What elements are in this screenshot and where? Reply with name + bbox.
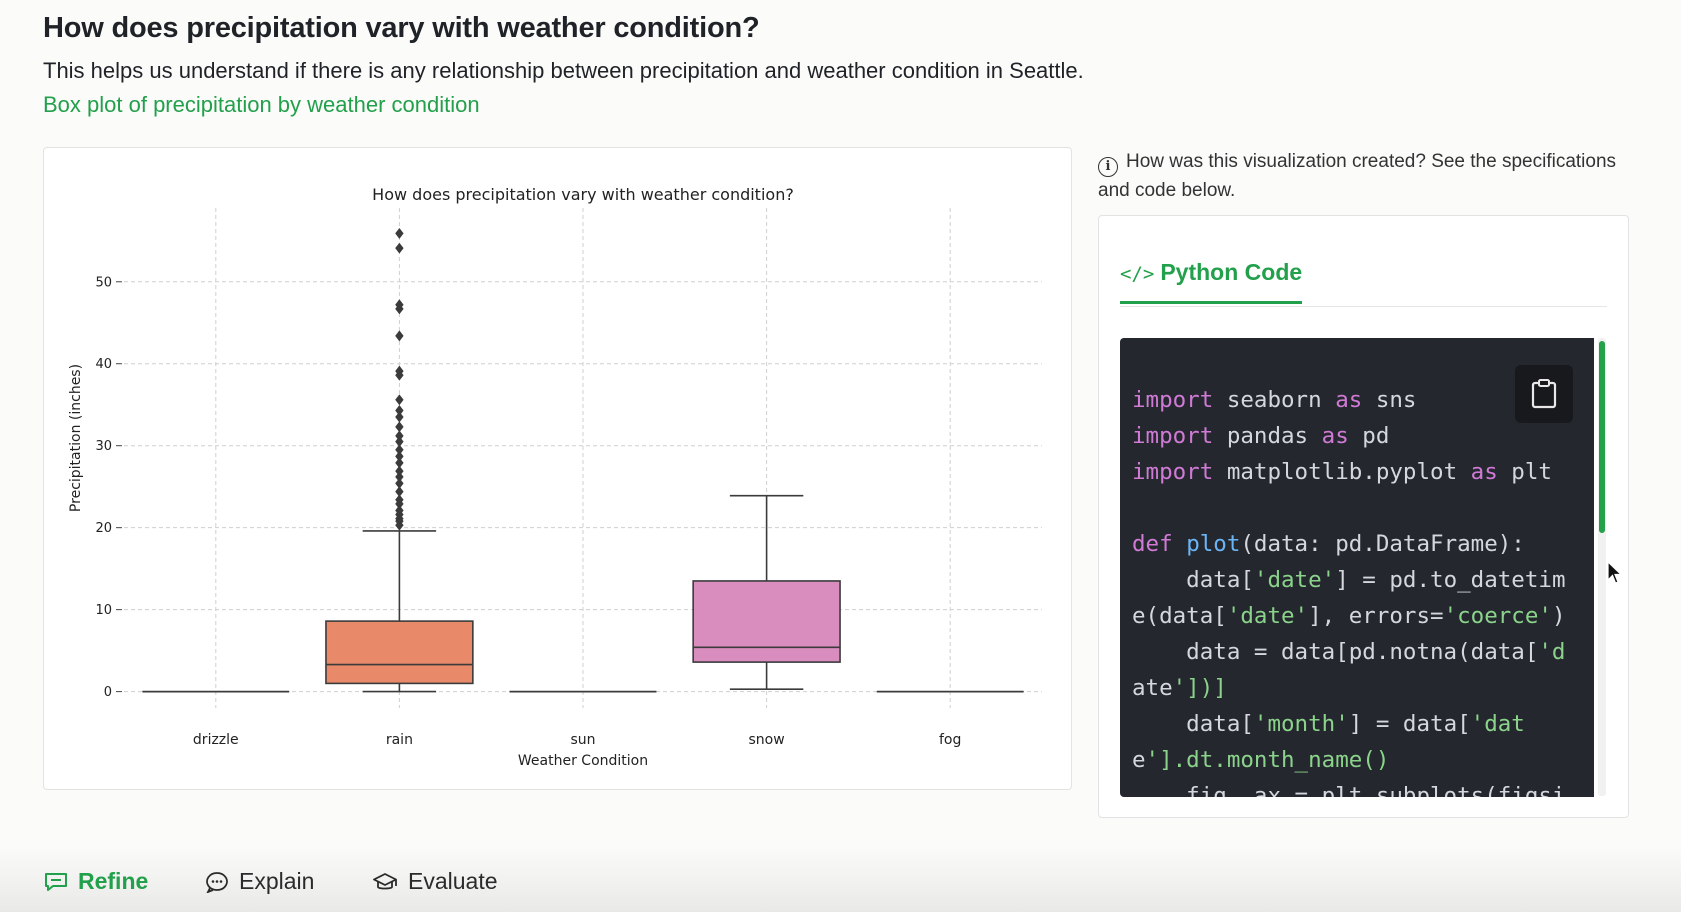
x-axis-label: Weather Condition [518, 753, 648, 769]
code-text[interactable]: import seaborn as sns import pandas as p… [1132, 387, 1566, 797]
rain-outlier-point [395, 365, 404, 377]
rain-box [325, 620, 474, 685]
rain-outlier-point [395, 242, 404, 254]
rain-outlier-point [395, 227, 404, 239]
page-title: How does precipitation vary with weather… [43, 12, 760, 44]
speech-dots-icon [205, 871, 229, 893]
box-plot: How does precipitation vary with weather… [68, 185, 1042, 769]
chat-bubble-icon [44, 871, 68, 893]
rain-outlier-point [395, 477, 404, 489]
tab-python-code[interactable]: </> Python Code [1120, 259, 1303, 304]
rain-outlier-point [395, 299, 404, 311]
action-bar [0, 846, 1681, 912]
mouse-cursor-icon [1607, 561, 1623, 584]
refine-label: Refine [78, 868, 149, 894]
rain-outlier-point [395, 457, 404, 469]
rain-outlier-point [395, 330, 404, 342]
refine-button[interactable]: Refine [44, 868, 148, 895]
rain-outlier-point [395, 411, 404, 423]
x-tick-label: sun [570, 732, 595, 748]
explain-button[interactable]: Explain [205, 868, 314, 895]
chart-panel: How does precipitation vary with weather… [43, 147, 1072, 790]
rain-outlier-point [395, 504, 404, 516]
rain-outlier-point [395, 394, 404, 406]
info-icon: i [1098, 157, 1118, 177]
graduation-cap-icon [372, 871, 398, 893]
explain-label: Explain [239, 868, 315, 894]
code-panel: </> Python Code import seaborn as sns im… [1098, 215, 1629, 818]
y-tick-label: 0 [104, 685, 112, 700]
y-tick-label: 40 [95, 357, 112, 372]
clipboard-icon [1531, 379, 1557, 409]
y-tick-label: 50 [95, 275, 112, 290]
evaluate-label: Evaluate [408, 868, 498, 894]
rain-outlier-point [395, 494, 404, 506]
rain-outlier-point [395, 465, 404, 477]
copy-button[interactable] [1515, 365, 1573, 423]
rain-outlier-point [395, 486, 404, 498]
code-icon: </> [1120, 263, 1155, 285]
x-tick-label: rain [386, 732, 413, 748]
rain-outlier-point [395, 436, 404, 448]
y-tick-label: 30 [95, 439, 112, 454]
rain-outlier-point [395, 471, 404, 483]
info-note: i How was this visualization created? See… [1098, 148, 1638, 205]
x-tick-label: fog [939, 732, 961, 748]
tab-divider [1120, 306, 1607, 307]
rain-outlier-point [395, 444, 404, 456]
y-axis-label: Precipitation (inches) [68, 364, 84, 512]
code-scrollbar-track[interactable] [1598, 338, 1606, 796]
rain-outlier-point [395, 450, 404, 462]
rain-outlier-point [395, 404, 404, 416]
x-tick-label: snow [749, 732, 785, 748]
code-scrollbar-thumb[interactable] [1599, 341, 1605, 533]
y-tick-label: 20 [95, 521, 112, 536]
page-subtitle: This helps us understand if there is any… [43, 58, 1084, 83]
rain-outlier-point [395, 430, 404, 442]
chart-title: How does precipitation vary with weather… [372, 185, 794, 204]
snow-box [692, 580, 841, 663]
info-text: How was this visualization created? See … [1098, 151, 1617, 201]
tab-python-code-label: Python Code [1160, 259, 1303, 285]
y-tick-label: 10 [95, 603, 112, 618]
code-block[interactable]: import seaborn as sns import pandas as p… [1120, 338, 1594, 797]
rain-outlier-point [395, 421, 404, 433]
evaluate-button[interactable]: Evaluate [372, 868, 498, 895]
chart-title-link[interactable]: Box plot of precipitation by weather con… [43, 92, 480, 117]
x-tick-label: drizzle [193, 732, 239, 748]
